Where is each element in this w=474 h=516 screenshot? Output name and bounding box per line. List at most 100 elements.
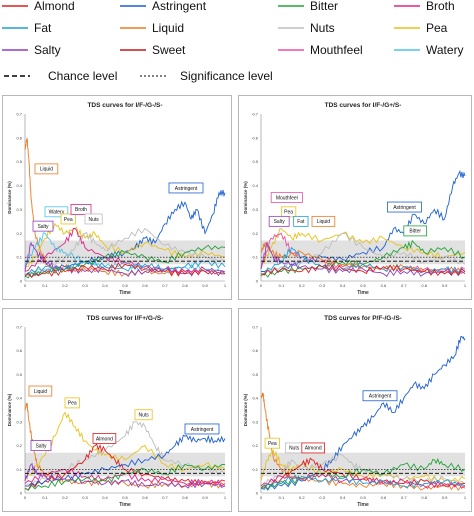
annotation-label: Almond <box>305 446 322 452</box>
annotation-label: Nuts <box>88 217 99 223</box>
series-line-nuts <box>260 232 466 276</box>
y-tick-label: 0.4 <box>16 396 22 401</box>
x-tick-label: 0.7 <box>401 495 407 500</box>
legend-item-liquid: Liquid <box>120 21 184 35</box>
series-line-salty <box>24 462 226 489</box>
y-tick-label: 0.3 <box>252 207 258 212</box>
x-tick-label: 0 <box>260 495 263 500</box>
annotation-fat: Fat <box>293 215 309 227</box>
annotation-box <box>168 182 204 194</box>
annotation-nuts: Nuts <box>134 409 153 421</box>
annotation-label: Almond <box>96 436 113 442</box>
x-tick-label: 1 <box>224 495 227 500</box>
annotation-label: Salty <box>274 219 286 225</box>
legend-label-nuts: Nuts <box>310 21 335 35</box>
series-line-bitter <box>260 239 466 278</box>
y-tick-label: 0.1 <box>16 467 22 472</box>
series-line-pea <box>24 411 226 482</box>
x-tick-label: 0.8 <box>421 495 427 500</box>
x-tick-label: 0.1 <box>42 283 48 288</box>
y-tick-label: 0.2 <box>16 443 22 448</box>
chart-panel-pfgs: TDS curves for P/F-/G-/S- 0 0.1 0.2 0.3 0.4 0.… <box>238 308 472 512</box>
y-tick-label: 0.2 <box>252 231 258 236</box>
chart-panel-if-gplus-s: TDS curves for I/F-/G+/S- 0 0.1 0.2 0.3 0.4 0.… <box>238 95 472 300</box>
y-axis-label: Dominance (%) <box>7 393 12 426</box>
annotation-box <box>44 206 69 218</box>
annotation-box <box>60 213 76 225</box>
annotation-box <box>84 213 103 225</box>
chart-svg: TDS curves for P/F-/G-/S- 0 0.1 0.2 0.3 0.4 0.… <box>243 315 467 508</box>
chart-title: TDS curves for I/F+/G-/S- <box>87 315 164 322</box>
x-tick-label: 0.7 <box>401 283 407 288</box>
annotation-box <box>184 423 220 435</box>
annotation-box <box>28 385 53 397</box>
annotation-nuts: Nuts <box>285 442 304 454</box>
annotation-label: Pea <box>284 210 293 216</box>
annotation-box <box>387 201 422 213</box>
x-tick-label: 0.3 <box>319 495 325 500</box>
legend-item-mouthfeel: Mouthfeel <box>278 43 363 57</box>
annotation-box <box>64 397 80 409</box>
y-axis-label: Dominance (%) <box>243 393 248 426</box>
x-tick-label: 0.9 <box>202 283 208 288</box>
y-tick-label: 0.7 <box>16 112 22 117</box>
annotation-label: Astringent <box>175 186 198 192</box>
annotation-bitter: Bitter <box>403 225 428 237</box>
annotation-broth: Broth <box>70 204 92 215</box>
annotation-box <box>403 225 428 237</box>
annotation-box <box>134 409 153 421</box>
y-tick-label: 0.6 <box>16 135 22 140</box>
x-tick-label: 0.3 <box>82 283 88 288</box>
annotation-label: Pea <box>268 441 277 447</box>
legend-label-astringent: Astringent <box>152 0 207 13</box>
annotation-box <box>92 433 117 444</box>
x-tick-label: 0.4 <box>102 283 108 288</box>
annotation-label: Salty <box>37 224 49 230</box>
annotation-liquid: Liquid <box>28 385 53 397</box>
annotation-box <box>70 204 92 215</box>
x-tick-label: 0.2 <box>62 495 68 500</box>
annotation-label: Watery <box>49 210 65 216</box>
annotation-salty: Salty <box>30 440 52 451</box>
legend-label-mouthfeel: Mouthfeel <box>310 43 363 57</box>
legend-label-broth: Broth <box>426 0 455 13</box>
annotation-label: Nuts <box>289 446 300 452</box>
y-tick-label: 0.1 <box>252 255 258 260</box>
y-tick-label: 0.4 <box>252 183 258 188</box>
x-tick-label: 0.5 <box>122 283 128 288</box>
x-tick-label: 1 <box>464 283 467 288</box>
x-axis-label: Time <box>119 290 131 296</box>
legend-label-almond: Almond <box>34 0 75 13</box>
y-tick-label: 0.3 <box>16 207 22 212</box>
series-line-almond <box>260 264 466 277</box>
annotation-liquid: Liquid <box>34 163 59 175</box>
x-tick-label: 0.3 <box>82 495 88 500</box>
y-tick-label: 0.7 <box>16 325 22 330</box>
annotation-label: Broth <box>75 207 87 213</box>
y-tick-label: 0.4 <box>252 396 258 401</box>
annotation-label: Astringent <box>191 427 214 433</box>
x-tick-label: 0.7 <box>162 495 168 500</box>
annotation-box <box>30 440 52 451</box>
x-tick-label: 0.4 <box>340 283 346 288</box>
annotation-box <box>268 215 290 227</box>
series-line-salty <box>24 241 226 277</box>
y-tick-label: 0.3 <box>252 419 258 424</box>
chart-panel-ifplus-gs: TDS curves for I/F+/G-/S- 0 0.1 0.2 0.3 0.4 0.… <box>2 308 232 512</box>
x-tick-label: 0.6 <box>381 495 387 500</box>
x-tick-label: 0 <box>24 495 27 500</box>
annotation-box <box>311 215 336 227</box>
chart-legend: Almond Astringent Bitter Broth Fat Liquid Nuts… <box>2 0 464 83</box>
annotation-label: Liquid <box>40 167 54 173</box>
annotation-box <box>362 390 398 402</box>
legend-label-liquid: Liquid <box>152 21 184 35</box>
series-line-bitter <box>24 244 226 279</box>
chart-svg: TDS curves for I/F-/G-/S- 0 0.1 0.2 0.3 0.4 0.… <box>7 102 227 296</box>
annotation-label: Bitter <box>409 229 421 235</box>
x-axis-label: Time <box>357 502 369 508</box>
x-tick-label: 0.1 <box>279 495 285 500</box>
y-tick-label: 0.5 <box>16 372 22 377</box>
x-tick-label: 0 <box>24 283 27 288</box>
annotation-watery: Watery <box>44 206 69 218</box>
x-tick-label: 0.2 <box>299 283 305 288</box>
